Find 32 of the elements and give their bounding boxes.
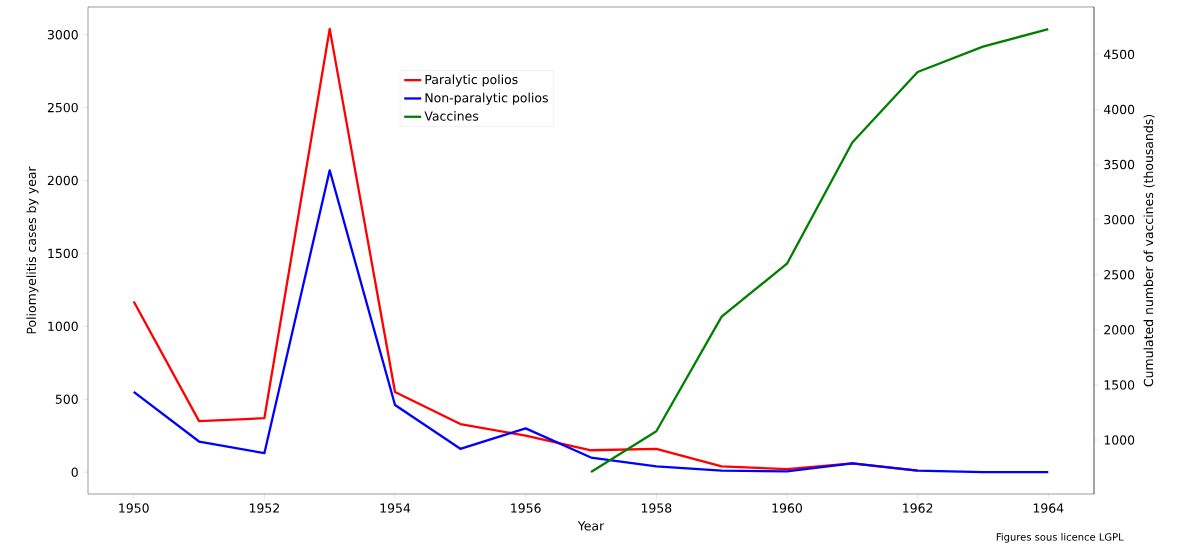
- x-tick-label: 1956: [511, 503, 541, 513]
- x-tick-label: 1964: [1033, 503, 1064, 513]
- y2-tick-label: 3000: [1104, 214, 1135, 225]
- y-axis-title: Poliomyelitis cases by year: [26, 166, 39, 334]
- y2-tick-label: 2000: [1104, 325, 1135, 335]
- x-tick-label: 1950: [119, 503, 149, 513]
- y2-tick-label: 2500: [1104, 270, 1135, 280]
- y-tick-label: 0: [71, 467, 78, 477]
- y2-tick-label: 4500: [1103, 49, 1135, 60]
- y-tick-label: 2500: [47, 102, 78, 113]
- y-tick-label: 500: [55, 394, 78, 404]
- x-tick-label: 1958: [641, 503, 672, 513]
- y-tick-label: 2000: [47, 175, 78, 186]
- y2-tick-label: 4000: [1103, 104, 1135, 115]
- y2-axis-title: Cumulated number of vaccines (thousands): [1143, 114, 1155, 387]
- line-series: [589, 27, 1050, 474]
- y2-tick-label: 3500: [1104, 159, 1135, 170]
- y2-tick-label: 1500: [1104, 380, 1135, 390]
- legend-label: Vaccines: [424, 111, 479, 121]
- y-tick-label: 1500: [48, 248, 78, 259]
- legend-label: Non-paralytic polios: [425, 92, 548, 105]
- text: Figures sous licence LGPL: [996, 533, 1124, 543]
- x-tick-label: 1962: [903, 503, 933, 513]
- y-tick-label: 3000: [47, 29, 78, 40]
- line-series: [132, 169, 1050, 474]
- legend-label: Paralytic polios: [425, 74, 518, 87]
- y2-tick-label: 1000: [1104, 435, 1135, 445]
- x-tick-label: 1960: [772, 503, 802, 513]
- y-tick-label: 1000: [48, 321, 78, 332]
- x-axis-title: Year: [577, 521, 605, 531]
- x-tick-label: 1952: [249, 503, 279, 513]
- x-tick-label: 1954: [380, 503, 411, 513]
